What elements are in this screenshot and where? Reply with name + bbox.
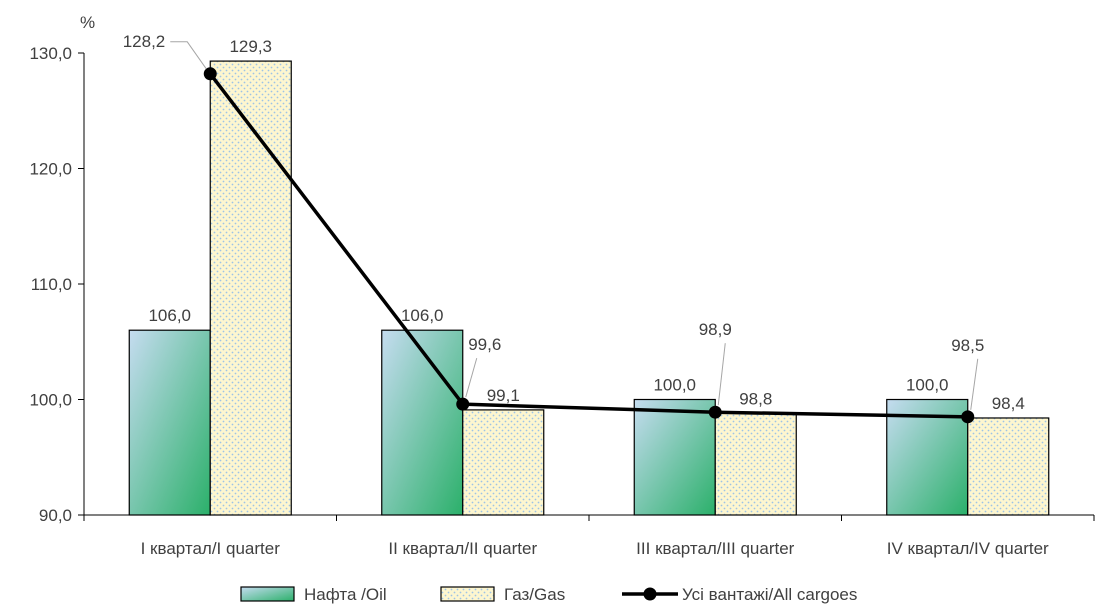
- data-label-oil: 100,0: [653, 376, 696, 395]
- data-label-all-cargoes: 128,2: [123, 32, 166, 51]
- leader-line: [970, 358, 979, 410]
- line-point-all-cargoes: [456, 397, 470, 411]
- y-tick-label: 120,0: [29, 160, 72, 179]
- line-point-all-cargoes: [961, 410, 975, 424]
- x-category-label: I квартал/I quarter: [141, 539, 281, 558]
- leader-line: [717, 343, 726, 406]
- x-category-label: IV квартал/IV quarter: [887, 539, 1049, 558]
- data-labels: 106,0 129,3 106,0 99,1 100,0 98,8 100,0 98,4 128…: [123, 32, 1025, 413]
- line-point-all-cargoes: [203, 67, 217, 81]
- line-all-cargoes: [208, 72, 968, 419]
- data-label-oil: 100,0: [906, 376, 949, 395]
- legend-marker: [643, 587, 657, 601]
- data-label-all-cargoes: 99,6: [468, 335, 501, 354]
- x-category-label: II квартал/II quarter: [388, 539, 537, 558]
- bar-gas: [462, 409, 545, 516]
- bar-gas: [967, 417, 1050, 516]
- legend: Нафта /Oil Газ/Gas Усі вантажі/All cargoes: [240, 585, 857, 604]
- y-tick-label: 130,0: [29, 44, 72, 63]
- y-tick-label: 90,0: [39, 506, 72, 525]
- bar-gas: [209, 60, 292, 516]
- x-category-label: III квартал/III quarter: [636, 539, 794, 558]
- legend-swatch-gas: [440, 586, 495, 602]
- legend-label-gas: Газ/Gas: [504, 585, 565, 604]
- bar-gas: [714, 412, 797, 516]
- bar-oil: [886, 398, 969, 516]
- legend-label-all-cargoes: Усі вантажі/All cargoes: [682, 585, 857, 604]
- data-label-gas: 99,1: [487, 386, 520, 405]
- axes: 90,0 100,0 110,0 120,0 130,0 I квартал/I quar…: [29, 44, 1095, 558]
- data-label-all-cargoes: 98,5: [951, 336, 984, 355]
- bar-oil: [381, 329, 464, 516]
- bar-oil: [633, 398, 716, 516]
- data-label-gas: 98,4: [992, 394, 1025, 413]
- line-series: [203, 67, 975, 424]
- data-label-oil: 106,0: [401, 306, 444, 325]
- y-tick-label: 110,0: [31, 275, 72, 294]
- leader-line: [465, 357, 478, 398]
- bars: [128, 60, 1050, 516]
- data-label-oil: 106,0: [148, 306, 191, 325]
- legend-swatch-oil: [240, 586, 295, 602]
- y-unit-label: %: [80, 13, 95, 32]
- y-tick-label: 100,0: [29, 391, 72, 410]
- bar-oil: [128, 329, 211, 516]
- legend-label-oil: Нафта /Oil: [304, 585, 387, 604]
- leader-line: [170, 41, 207, 70]
- line-point-all-cargoes: [708, 405, 722, 419]
- data-label-gas: 129,3: [229, 37, 272, 56]
- data-label-all-cargoes: 98,9: [699, 320, 732, 339]
- data-label-gas: 98,8: [739, 389, 772, 408]
